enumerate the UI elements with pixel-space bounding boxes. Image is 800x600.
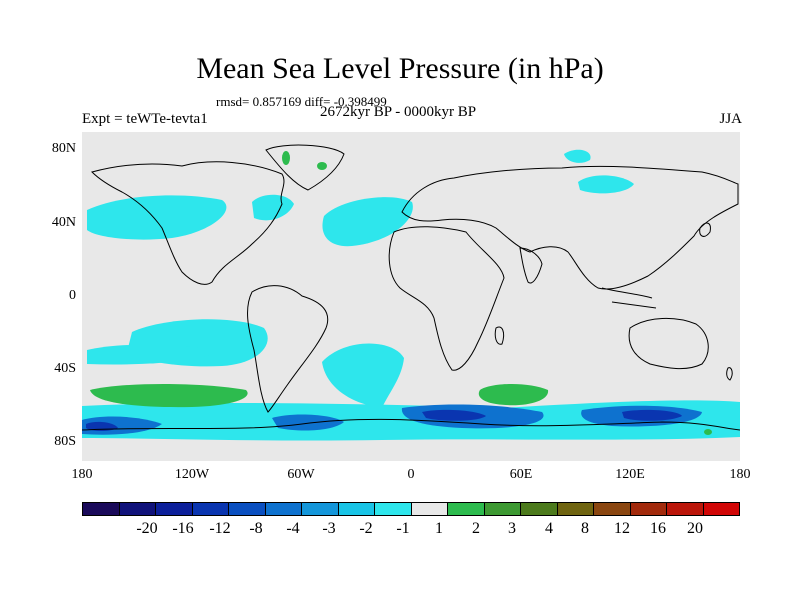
- australia-coast: [628, 317, 709, 370]
- colorbar-swatch: [119, 503, 156, 515]
- india-coast: [519, 247, 543, 284]
- colorbar-label: -1: [396, 520, 410, 537]
- north-pacific-low: [87, 195, 227, 240]
- experiment-label: Expt = teWTe-tevta1: [82, 111, 208, 127]
- colorbar-swatch: [411, 503, 448, 515]
- eurasia-coast: [401, 165, 739, 290]
- lat-label-40n: 40N: [51, 215, 76, 230]
- season-label: JJA: [719, 111, 742, 127]
- colorbar-swatch: [521, 503, 558, 515]
- colorbar-label: 16: [650, 520, 666, 537]
- colorbar-label: 20: [687, 520, 703, 537]
- north-atlantic-low: [322, 197, 413, 247]
- greenland-coast: [265, 144, 345, 191]
- arctic-low: [564, 149, 591, 163]
- colorbar-label: 12: [614, 520, 630, 537]
- colorbar-label: 3: [508, 520, 516, 537]
- colorbar-swatch: [630, 503, 667, 515]
- colorbar: [82, 502, 740, 516]
- colorbar-swatch: [375, 503, 412, 515]
- pressure-map: [82, 132, 740, 461]
- colorbar-swatch: [594, 503, 631, 515]
- greenland-high-2: [317, 162, 327, 170]
- lon-label-60e: 60E: [509, 467, 533, 482]
- colorbar-label: 2: [472, 520, 480, 537]
- antarctica-coast: [82, 418, 740, 431]
- colorbar-label: -3: [322, 520, 336, 537]
- south-america-coast: [247, 285, 329, 413]
- colorbar-swatch: [302, 503, 339, 515]
- lon-label-120w: 120W: [174, 467, 210, 482]
- coastlines: [82, 144, 740, 431]
- southern-ocean-high-east: [478, 384, 549, 406]
- lat-label-80s: 80S: [54, 434, 76, 449]
- colorbar-swatch: [667, 503, 704, 515]
- southern-ocean-high-west: [90, 384, 248, 408]
- colorbar-swatch: [156, 503, 193, 515]
- south-atlantic-low: [322, 343, 404, 408]
- colorbar-swatch: [83, 503, 120, 515]
- stats-text: rmsd= 0.857169 diff= -0.398499: [216, 94, 387, 109]
- new-zealand-coast: [726, 367, 733, 381]
- siberia-low: [578, 175, 634, 194]
- colorbar-swatch: [192, 503, 229, 515]
- africa-coast: [388, 226, 505, 371]
- lat-label-0: 0: [69, 288, 76, 303]
- colorbar-label: -2: [359, 520, 373, 537]
- antarctic-deep-low-mid: [272, 414, 344, 431]
- lon-label-0: 0: [407, 467, 415, 482]
- greenland-high-1: [282, 151, 290, 165]
- colorbar-label: 8: [581, 520, 589, 537]
- lon-label-120e: 120E: [615, 467, 645, 482]
- colorbar-swatch: [229, 503, 266, 515]
- colorbar-swatch: [265, 503, 302, 515]
- lon-label-60w: 60W: [287, 467, 315, 482]
- colorbar-swatch: [703, 503, 739, 515]
- colorbar-swatch: [557, 503, 594, 515]
- chart-title: Mean Sea Level Pressure (in hPa): [196, 52, 604, 85]
- lon-label-180e: 180: [729, 467, 751, 482]
- very-deep-low-mid: [422, 409, 486, 421]
- indonesia-coast: [601, 287, 657, 309]
- lon-label-180w: 180: [71, 467, 93, 482]
- east-us-low: [252, 194, 294, 221]
- positive-anomaly-regions: [90, 151, 712, 435]
- colorbar-label: -4: [286, 520, 300, 537]
- antarctic-high: [704, 429, 712, 435]
- colorbar-swatch: [338, 503, 375, 515]
- period-label: 2672kyr BP - 0000kyr BP: [320, 104, 477, 120]
- south-pacific-band: [87, 344, 222, 365]
- very-deep-low-regions: [86, 409, 682, 431]
- colorbar-label: -20: [136, 520, 158, 537]
- very-deep-low-east: [622, 409, 682, 421]
- lat-label-80n: 80N: [51, 141, 76, 156]
- lat-label-40s: 40S: [54, 361, 76, 376]
- colorbar-label: -16: [172, 520, 194, 537]
- japan-coast: [699, 222, 711, 237]
- colorbar-label: -12: [209, 520, 231, 537]
- madagascar-coast: [494, 326, 505, 345]
- colorbar-label: -8: [249, 520, 263, 537]
- colorbar-label: 4: [545, 520, 553, 537]
- colorbar-swatch: [448, 503, 485, 515]
- north-america-coast: [91, 161, 285, 285]
- colorbar-label: 1: [435, 520, 443, 537]
- colorbar-swatch: [484, 503, 521, 515]
